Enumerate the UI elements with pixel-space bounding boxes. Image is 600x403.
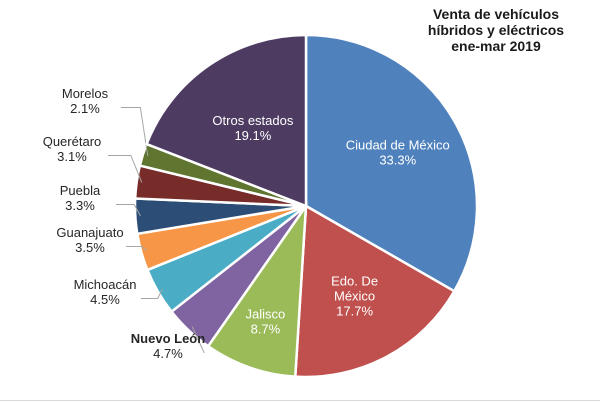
slice-label-queretaro: Querétaro 3.1%	[43, 134, 102, 164]
leader-line-nuevo-leon	[191, 326, 205, 353]
slice-label-morelos: Morelos 2.1%	[62, 86, 109, 116]
chart-title: Venta de vehículos híbridos y eléctricos…	[406, 6, 586, 54]
slice-label-nuevo-leon: Nuevo León 4.7%	[131, 331, 205, 361]
bottom-divider	[0, 400, 600, 401]
slice-label-ciudad-de-mexico: Ciudad de México 33.3%	[346, 137, 450, 167]
pie-slice-ciudad-de-mexico	[304, 33, 479, 293]
slice-label-edo-de-mexico: Edo. De México 17.7%	[331, 273, 378, 318]
leader-line-morelos	[121, 107, 149, 157]
pie-slice-jalisco	[206, 201, 308, 378]
chart-title-line-2: híbridos y eléctricos	[427, 22, 565, 38]
slice-label-puebla: Puebla 3.3%	[60, 183, 101, 213]
leader-line-queretaro	[108, 155, 143, 183]
slice-label-otros-estados: Otros estados 19.1%	[212, 113, 293, 143]
leader-line-puebla	[116, 204, 141, 217]
slice-label-jalisco: Jalisco 8.7%	[246, 307, 286, 337]
chart-title-line-1: Venta de vehículos	[432, 6, 560, 22]
leader-line-guanajuato	[126, 246, 147, 252]
leader-line-michoacan	[141, 288, 163, 299]
pie-slice-edo-de-mexico	[293, 203, 456, 379]
slice-label-guanajuato: Guanajuato 3.5%	[56, 225, 123, 255]
chart-title-line-3: ene-mar 2019	[451, 38, 541, 54]
slice-label-michoacan: Michoacán 4.5%	[74, 277, 137, 307]
pie-slice-otros-estados	[145, 33, 308, 208]
